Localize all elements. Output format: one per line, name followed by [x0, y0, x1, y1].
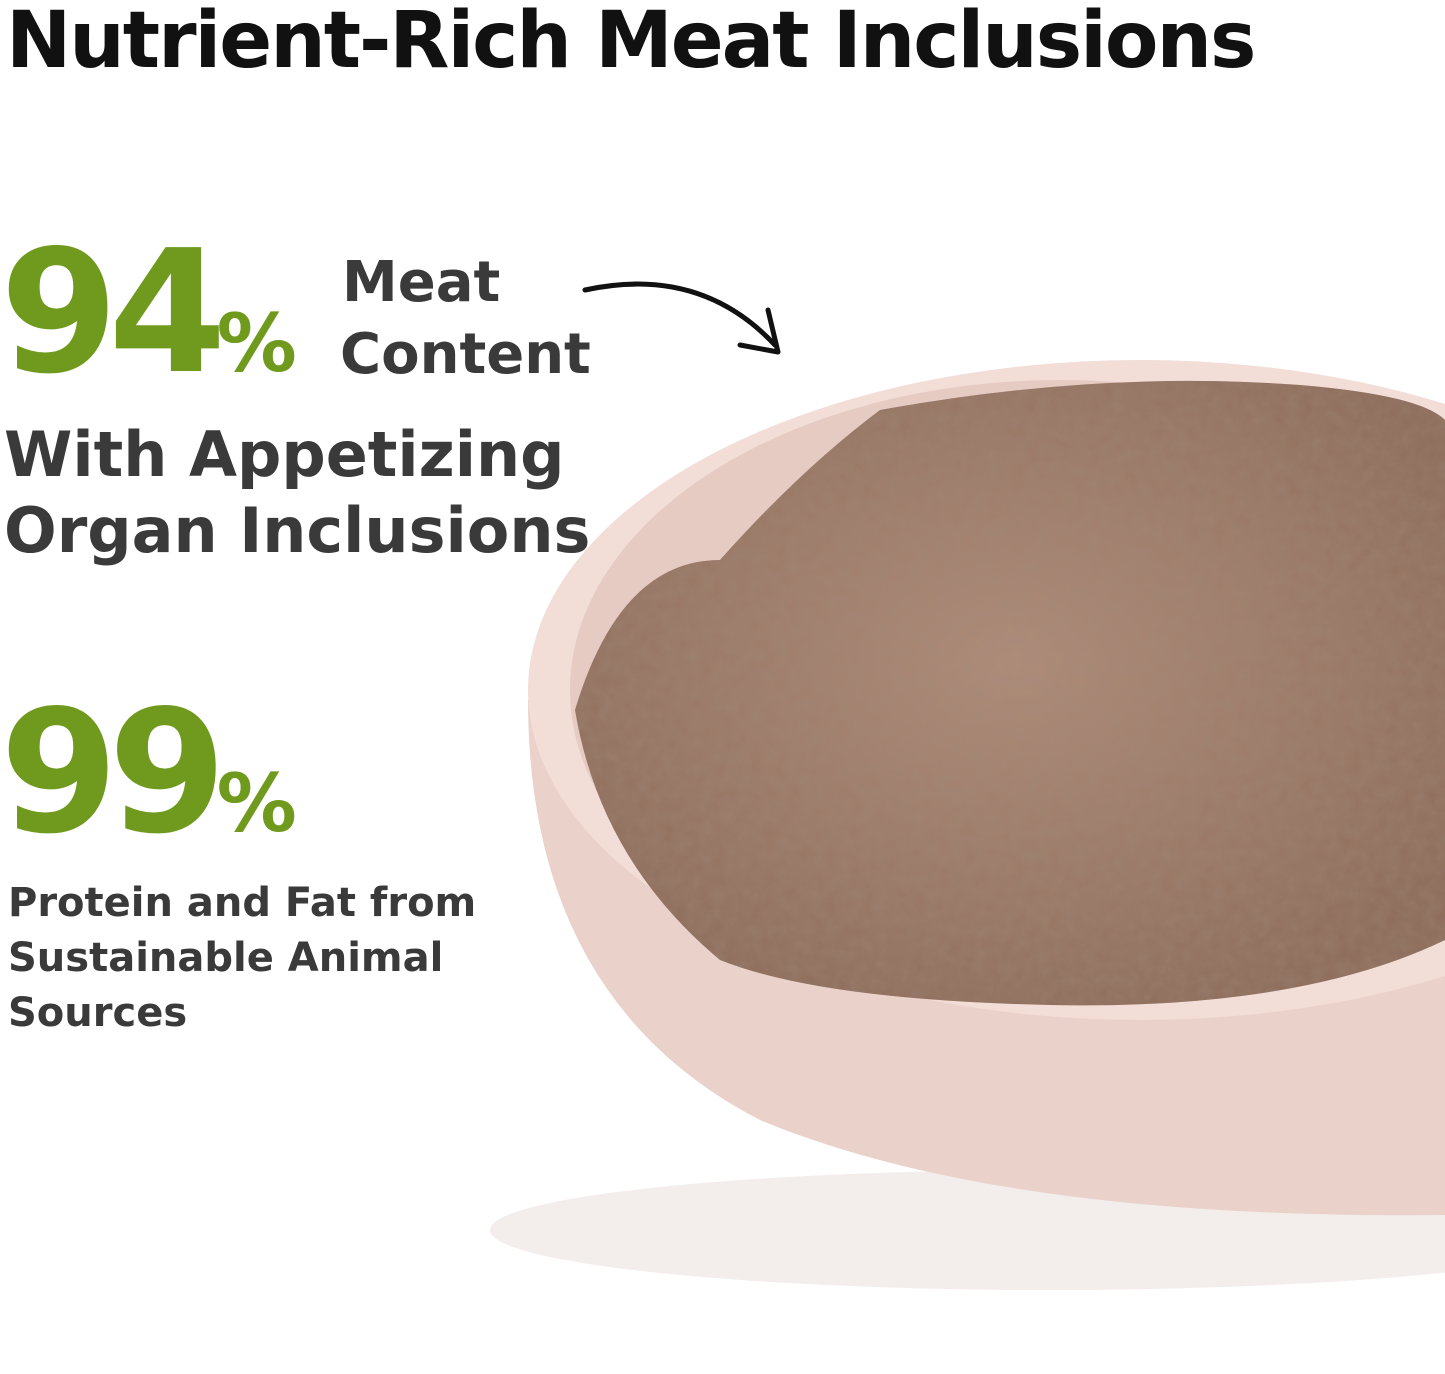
meat-label: Meat — [342, 250, 501, 315]
stat-unit: % — [216, 757, 297, 850]
stat-unit: % — [216, 297, 297, 390]
content-label: Content — [340, 322, 591, 387]
protein-line2: Sustainable Animal — [8, 935, 444, 981]
protein-line3: Sources — [8, 990, 188, 1036]
page-title: Nutrient-Rich Meat Inclusions — [6, 0, 1256, 86]
stat-number: 99 — [0, 674, 227, 872]
stat-99: 99% — [0, 688, 297, 858]
arrow-icon — [582, 281, 778, 348]
stat-94: 94% — [0, 228, 297, 398]
organ-line1: With Appetizing — [4, 418, 565, 491]
organ-line2: Organ Inclusions — [4, 494, 591, 567]
stat-number: 94 — [0, 214, 227, 412]
protein-line1: Protein and Fat from — [8, 880, 477, 926]
